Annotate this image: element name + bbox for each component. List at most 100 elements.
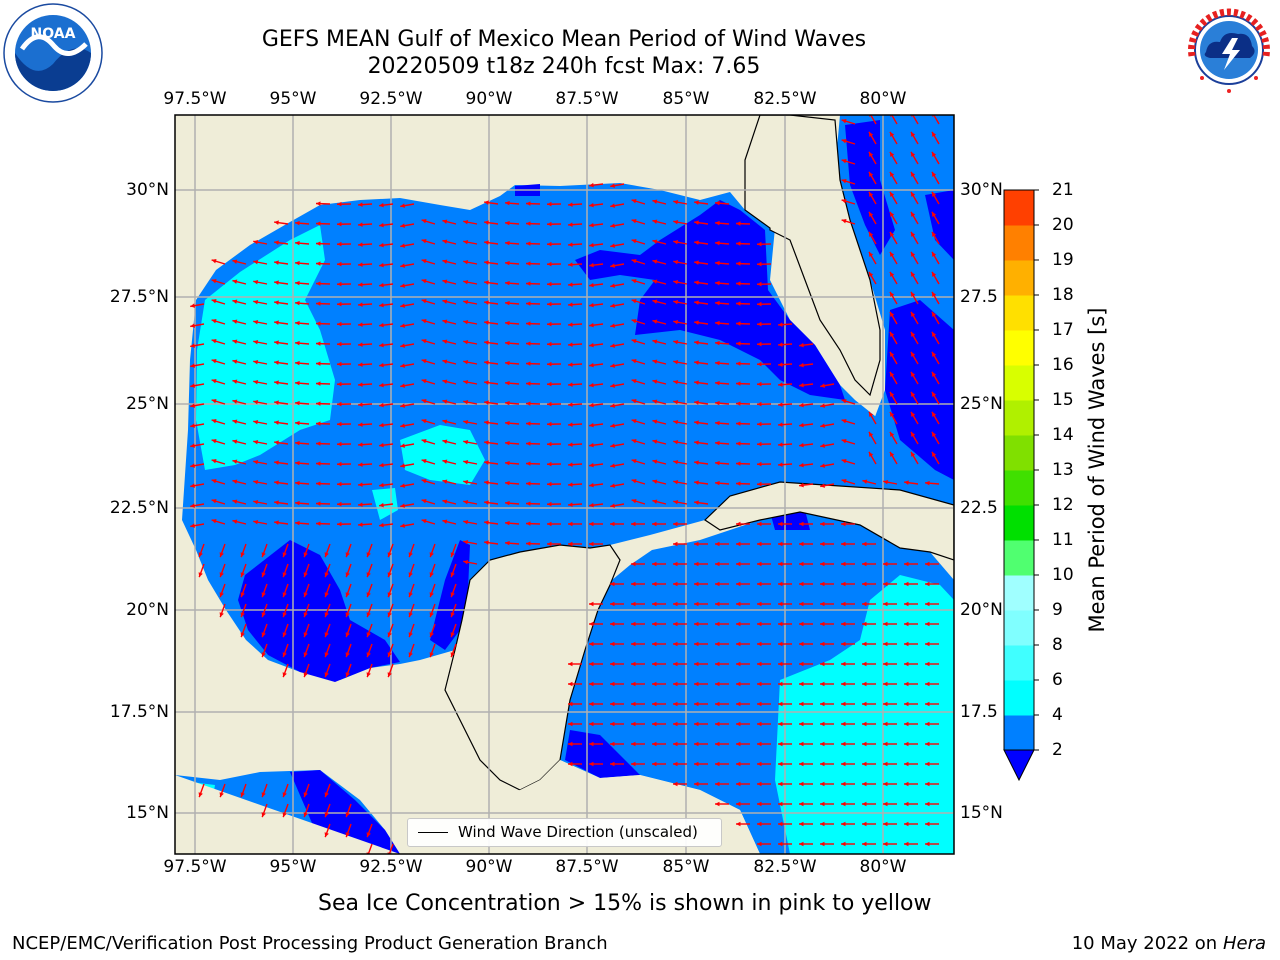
wave-direction-arrow — [525, 541, 541, 546]
wave-direction-arrow — [925, 841, 939, 847]
wave-direction-arrow — [673, 741, 687, 747]
wave-direction-arrow — [400, 283, 415, 288]
wave-direction-arrow — [715, 561, 729, 567]
wave-direction-arrow — [631, 561, 645, 567]
wave-direction-arrow — [820, 601, 834, 607]
wave-direction-arrow — [211, 479, 226, 485]
wave-direction-arrow — [799, 601, 813, 607]
wave-direction-arrow — [484, 440, 499, 445]
wave-direction-arrow — [757, 581, 771, 587]
wave-direction-arrow — [442, 459, 457, 465]
wave-direction-arrow — [546, 421, 562, 427]
wave-direction-arrow — [841, 439, 856, 445]
wave-direction-arrow — [694, 661, 708, 667]
wave-direction-arrow — [336, 321, 352, 327]
wave-direction-arrow — [357, 482, 373, 487]
lon-tick-bottom: 95°W — [269, 857, 317, 877]
wave-direction-arrow — [778, 521, 792, 527]
wave-direction-arrow — [253, 479, 268, 485]
wave-direction-arrow — [735, 241, 751, 246]
wave-direction-arrow — [303, 803, 310, 818]
wave-direction-arrow — [190, 423, 205, 428]
wave-direction-arrow — [336, 441, 352, 447]
wave-direction-arrow — [777, 342, 793, 347]
wave-direction-arrow — [862, 741, 876, 747]
lon-tick-bottom: 80°W — [859, 857, 907, 877]
wave-direction-arrow — [889, 371, 898, 385]
wave-direction-arrow — [589, 422, 604, 428]
wave-direction-arrow — [525, 241, 541, 246]
wave-direction-arrow — [673, 761, 687, 767]
wave-direction-arrow — [862, 601, 876, 607]
wave-direction-arrow — [862, 479, 877, 485]
map-legend: Wind Wave Direction (unscaled) — [407, 818, 722, 847]
wave-direction-arrow — [568, 681, 582, 687]
wave-direction-arrow — [610, 403, 625, 408]
wave-direction-arrow — [336, 401, 352, 407]
wave-direction-arrow — [841, 581, 855, 587]
wave-direction-arrow — [357, 502, 373, 507]
wave-direction-arrow — [567, 342, 583, 347]
wave-direction-arrow — [673, 259, 688, 265]
wave-direction-arrow — [757, 741, 771, 747]
wave-direction-arrow — [190, 343, 205, 348]
wave-direction-arrow — [652, 319, 667, 325]
wave-direction-arrow — [714, 300, 730, 306]
wave-direction-arrow — [862, 701, 876, 707]
wave-direction-arrow — [736, 721, 750, 727]
wave-direction-arrow — [841, 841, 855, 847]
wave-direction-arrow — [463, 259, 478, 265]
wave-direction-arrow — [274, 420, 289, 425]
wave-direction-arrow — [756, 381, 772, 387]
wave-direction-arrow — [820, 701, 834, 707]
wave-direction-arrow — [736, 561, 750, 567]
wave-direction-arrow — [525, 481, 541, 486]
wave-direction-arrow — [357, 522, 373, 527]
wave-direction-arrow — [274, 400, 289, 405]
wave-direction-arrow — [610, 503, 625, 508]
wave-direction-arrow — [211, 419, 226, 425]
wave-direction-arrow — [631, 279, 646, 285]
wave-direction-arrow — [883, 841, 897, 847]
noaa-logo: NOAA — [3, 3, 103, 103]
wave-direction-arrow — [820, 621, 834, 627]
wave-direction-arrow — [589, 701, 603, 707]
wave-direction-arrow — [841, 741, 855, 747]
wave-direction-arrow — [883, 581, 897, 587]
wave-direction-arrow — [315, 381, 331, 386]
wave-direction-arrow — [379, 522, 394, 528]
wave-direction-arrow — [232, 339, 247, 345]
wave-direction-arrow — [799, 581, 813, 587]
wave-direction-arrow — [315, 401, 331, 406]
wave-direction-arrow — [694, 581, 708, 587]
wave-direction-arrow — [357, 442, 373, 447]
wave-direction-arrow — [714, 440, 730, 446]
wave-direction-arrow — [673, 299, 688, 305]
wave-direction-arrow — [778, 761, 792, 767]
wave-direction-arrow — [799, 442, 814, 448]
wave-direction-arrow — [714, 240, 730, 246]
wave-direction-arrow — [904, 661, 918, 667]
wave-direction-arrow — [567, 322, 583, 327]
wave-direction-arrow — [673, 219, 688, 225]
wave-direction-arrow — [910, 171, 919, 185]
wave-direction-arrow — [756, 341, 772, 347]
wave-direction-arrow — [253, 439, 268, 445]
wave-direction-arrow — [904, 721, 918, 727]
wave-direction-arrow — [757, 621, 771, 627]
wave-direction-arrow — [504, 380, 520, 386]
wave-direction-arrow — [567, 242, 583, 247]
wave-direction-arrow — [889, 391, 898, 405]
wave-direction-arrow — [336, 481, 352, 487]
lon-tick-top: 82.5°W — [753, 89, 817, 109]
wave-direction-arrow — [261, 803, 268, 818]
wave-direction-arrow — [925, 561, 939, 567]
wave-direction-arrow — [463, 319, 478, 325]
lat-tick-right: 15°N — [960, 803, 1003, 823]
wave-direction-arrow — [778, 621, 792, 627]
wave-direction-arrow — [757, 821, 771, 827]
wave-direction-arrow — [484, 340, 499, 345]
wave-direction-arrow — [324, 563, 331, 578]
wave-direction-arrow — [631, 239, 646, 245]
wave-direction-arrow — [400, 223, 415, 228]
